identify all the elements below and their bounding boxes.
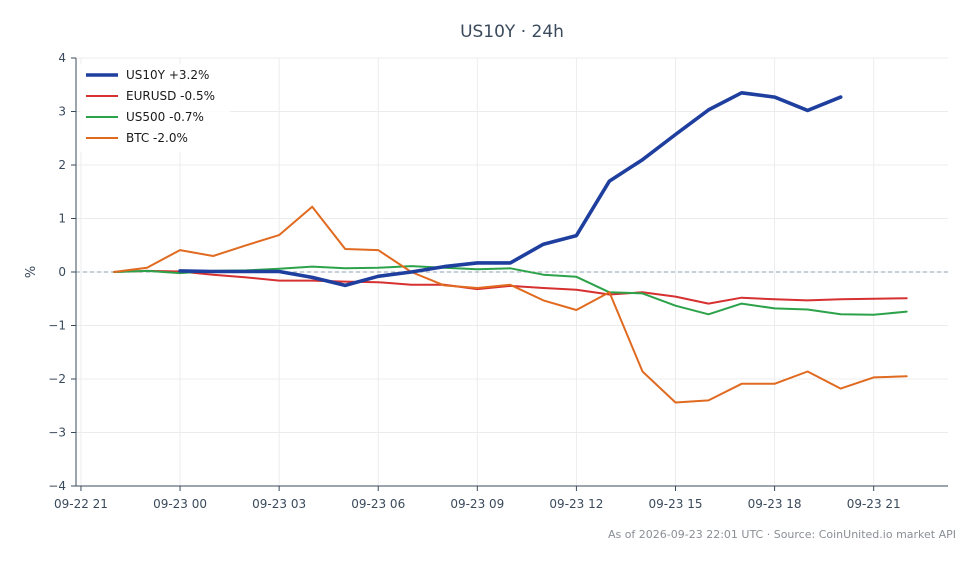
y-tick-label: −4 — [48, 479, 66, 493]
series-group — [113, 91, 908, 404]
x-tick-label: 09-23 03 — [252, 497, 306, 511]
x-tick-label: 09-23 06 — [351, 497, 405, 511]
x-tick-label: 09-22 21 — [54, 497, 108, 511]
y-tick-label: 0 — [58, 265, 66, 279]
legend-label-eurusd: EURUSD -0.5% — [126, 89, 215, 103]
legend: US10Y +3.2% EURUSD -0.5% US500 -0.7% BTC -2… — [80, 64, 230, 152]
x-tick-label: 09-23 15 — [649, 497, 703, 511]
series-line-us10y — [178, 91, 843, 288]
y-tick-label: 2 — [58, 158, 66, 172]
legend-label-btc: BTC -2.0% — [126, 131, 188, 145]
y-tick-label: −3 — [48, 426, 66, 440]
axes: 4 3 2 1 0 −1 −2 −3 −4 09-22 21 09-23 00 09-23 03 09-… — [48, 51, 948, 511]
series-line-eurusd — [113, 269, 908, 305]
series-line-btc — [113, 205, 908, 404]
legend-label-us10y: US10Y +3.2% — [126, 68, 209, 82]
y-tick-label: −2 — [48, 372, 66, 386]
series-line-us500 — [113, 265, 908, 316]
x-tick-label: 09-23 12 — [549, 497, 603, 511]
x-tick-label: 09-23 09 — [450, 497, 504, 511]
x-tick-label: 09-23 18 — [748, 497, 802, 511]
x-tick-label: 09-23 00 — [153, 497, 207, 511]
y-tick-label: −1 — [48, 319, 66, 333]
source-note: As of 2026-09-23 22:01 UTC · Source: Coi… — [608, 528, 956, 541]
legend-label-us500: US500 -0.7% — [126, 110, 204, 124]
y-axis-label: % — [24, 266, 39, 278]
y-tick-label: 3 — [58, 105, 66, 119]
chart-title: US10Y · 24h — [460, 22, 564, 42]
y-tick-label: 1 — [58, 212, 66, 226]
x-tick-label: 09-23 21 — [847, 497, 901, 511]
y-tick-label: 4 — [58, 51, 66, 65]
